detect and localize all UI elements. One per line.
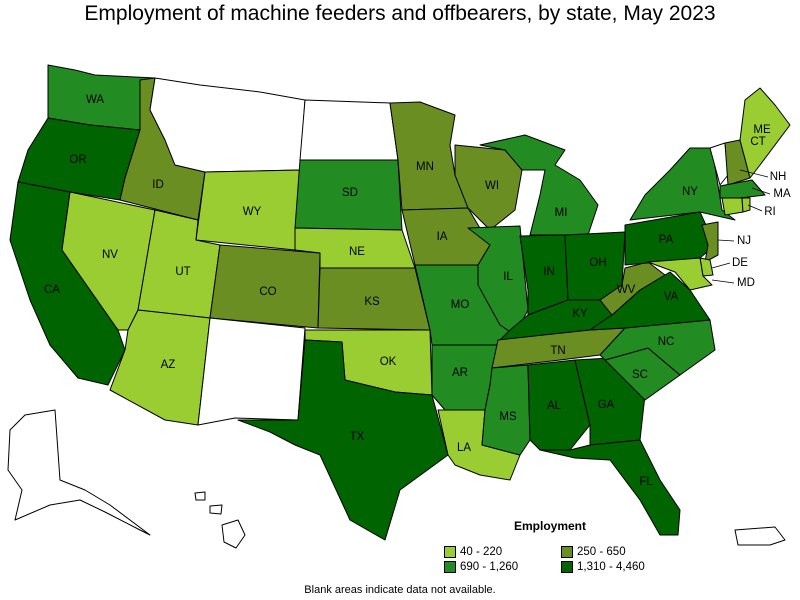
label-MA: MA — [773, 188, 791, 200]
legend-label: 1,310 - 4,460 — [577, 561, 645, 573]
legend-item-250-650: 250 - 650 — [561, 546, 626, 558]
legend-swatch — [561, 546, 573, 558]
label-MD: MD — [737, 277, 755, 289]
label-ME: ME — [753, 124, 771, 136]
state-MD[interactable] — [647, 257, 713, 291]
label-RI: RI — [764, 206, 776, 218]
label-VA: VA — [664, 291, 679, 303]
label-IA: IA — [437, 231, 448, 243]
state-ME[interactable] — [739, 87, 791, 179]
label-TN: TN — [550, 345, 565, 357]
label-PA: PA — [659, 234, 674, 246]
state-FL[interactable] — [539, 439, 681, 536]
label-AZ: AZ — [161, 359, 176, 371]
label-WV: WV — [617, 284, 636, 296]
label-CO: CO — [259, 286, 276, 298]
label-NC: NC — [658, 336, 675, 348]
label-GA: GA — [598, 399, 615, 411]
label-LA: LA — [457, 442, 471, 454]
label-MO: MO — [451, 299, 470, 311]
label-ID: ID — [152, 179, 164, 191]
label-DE: DE — [732, 257, 748, 269]
label-OK: OK — [380, 356, 397, 368]
legend-item-40-220: 40 - 220 — [444, 546, 502, 558]
label-WI: WI — [485, 180, 499, 192]
map-title: Employment of machine feeders and offbea… — [84, 2, 716, 25]
label-MN: MN — [416, 161, 434, 173]
label-FL: FL — [639, 476, 653, 488]
label-AL: AL — [547, 400, 562, 412]
label-NE: NE — [349, 246, 365, 258]
legend-item-690-1260: 690 - 1,260 — [444, 561, 518, 573]
legend-swatch — [561, 561, 573, 573]
state-WV[interactable] — [599, 261, 666, 316]
label-SD: SD — [342, 187, 358, 199]
label-NJ: NJ — [737, 235, 751, 247]
legend-label: 690 - 1,260 — [460, 561, 519, 573]
state-RI[interactable] — [741, 197, 751, 213]
state-CT[interactable] — [721, 197, 744, 216]
state-NM[interactable] — [197, 317, 306, 426]
label-NV: NV — [102, 249, 118, 261]
label-leader-lines — [711, 169, 771, 284]
label-AR: AR — [452, 367, 468, 379]
label-KY: KY — [572, 308, 588, 320]
state-HI[interactable] — [221, 519, 246, 549]
legend-swatch — [444, 546, 456, 558]
state-HI-island-2 — [194, 491, 206, 501]
legend-title: Employment — [513, 519, 586, 533]
state-labels: WA OR CA ID NV UT AZ WY CO SD NE KS OK T… — [44, 94, 791, 488]
state-MT[interactable] — [149, 77, 306, 173]
label-CA: CA — [44, 284, 60, 296]
legend-label: 40 - 220 — [460, 546, 503, 558]
label-KS: KS — [364, 296, 380, 308]
label-WA: WA — [86, 94, 104, 106]
state-MA[interactable] — [719, 179, 766, 199]
label-IL: IL — [503, 271, 513, 283]
label-CT: CT — [750, 136, 765, 148]
state-ND[interactable] — [299, 99, 399, 161]
no-data-note: Blank areas indicate data not available. — [304, 584, 496, 596]
label-OR: OR — [69, 154, 86, 166]
label-SC: SC — [632, 369, 648, 381]
state-HI-island-3 — [209, 504, 223, 515]
state-TX[interactable] — [237, 339, 449, 541]
legend-label: 250 - 650 — [577, 546, 626, 558]
state-NJ[interactable] — [701, 221, 719, 263]
label-MS: MS — [499, 411, 517, 423]
label-NH: NH — [770, 171, 787, 183]
label-IN: IN — [543, 266, 555, 278]
label-NY: NY — [682, 186, 698, 198]
legend-item-1310-4460: 1,310 - 4,460 — [561, 561, 645, 573]
label-TX: TX — [350, 431, 365, 443]
label-OH: OH — [589, 257, 606, 269]
territory-PR[interactable] — [734, 526, 786, 546]
label-UT: UT — [175, 266, 190, 278]
legend-swatch — [444, 561, 456, 573]
label-WY: WY — [243, 206, 262, 218]
label-MI: MI — [555, 207, 568, 219]
state-AK[interactable] — [7, 409, 151, 536]
